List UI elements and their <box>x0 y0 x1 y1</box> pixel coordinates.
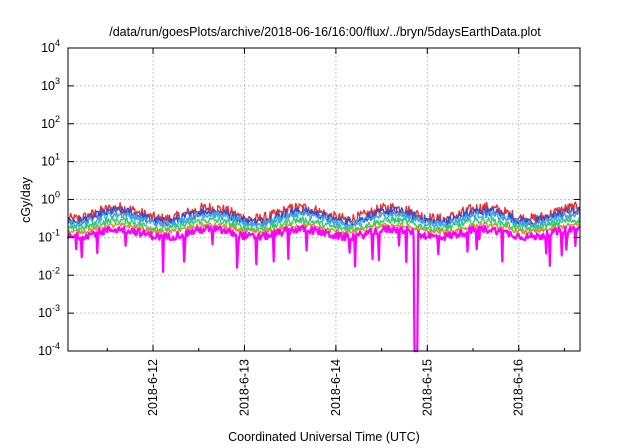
grid <box>68 48 580 351</box>
y-axis: 10-4 10-3 10-2 10-1 100 101 102 103 104 <box>38 38 580 358</box>
y-tick-label: 100 <box>41 190 60 207</box>
x-tick-label: 2018-6-12 <box>146 359 160 416</box>
y-tick-label: 104 <box>41 38 60 55</box>
x-tick-label: 2018-6-16 <box>512 359 526 416</box>
series-group <box>66 201 581 353</box>
chart-title: /data/run/goesPlots/archive/2018-06-16/1… <box>109 25 541 39</box>
x-tick-label: 2018-6-15 <box>420 359 434 416</box>
y-tick-label: 10-3 <box>38 303 60 320</box>
series-line <box>67 201 581 226</box>
y-tick-label: 10-4 <box>38 341 60 358</box>
x-tick-label: 2018-6-13 <box>237 359 251 416</box>
x-axis: 2018-6-12 2018-6-13 2018-6-14 2018-6-15 2018… <box>106 48 565 416</box>
y-tick-label: 10-1 <box>38 227 60 244</box>
x-tick-label: 2018-6-14 <box>329 359 343 416</box>
series-line <box>66 224 581 353</box>
y-tick-label: 102 <box>41 114 60 131</box>
y-tick-label: 103 <box>41 76 60 93</box>
series-line <box>67 222 581 235</box>
y-tick-label: 10-2 <box>38 265 60 282</box>
y-axis-label: cGy/day <box>19 176 33 223</box>
x-axis-label: Coordinated Universal Time (UTC) <box>228 430 420 444</box>
y-tick-label: 101 <box>41 152 60 169</box>
series-line <box>67 210 581 229</box>
